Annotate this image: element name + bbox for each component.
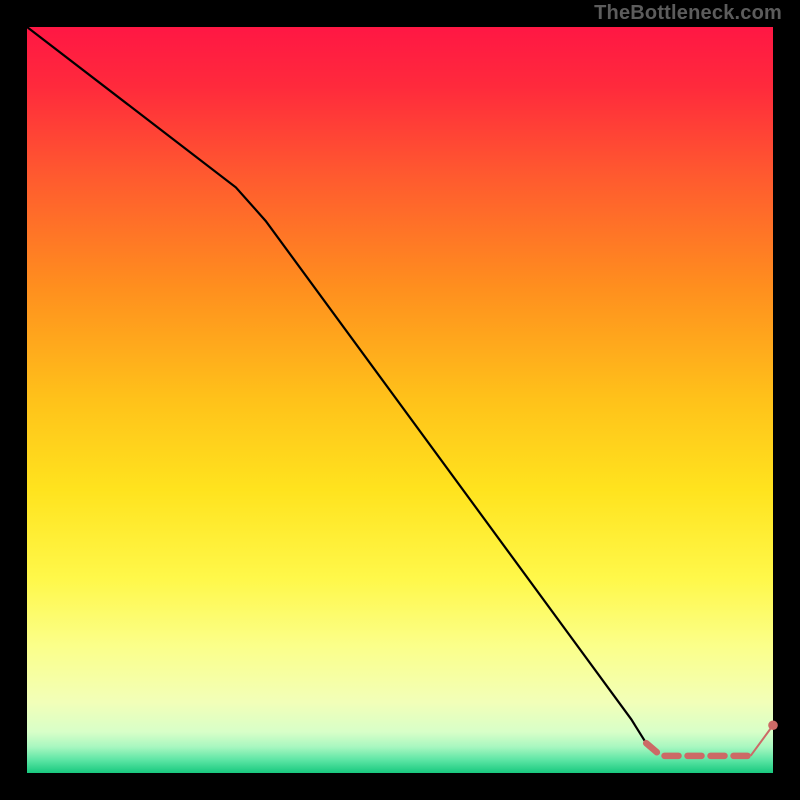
source-watermark: TheBottleneck.com [594,2,782,25]
end-marker [768,720,778,730]
chart-frame: TheBottleneck.com [0,0,800,800]
bottleneck-gradient-chart [0,0,800,800]
gradient-background [27,27,773,773]
